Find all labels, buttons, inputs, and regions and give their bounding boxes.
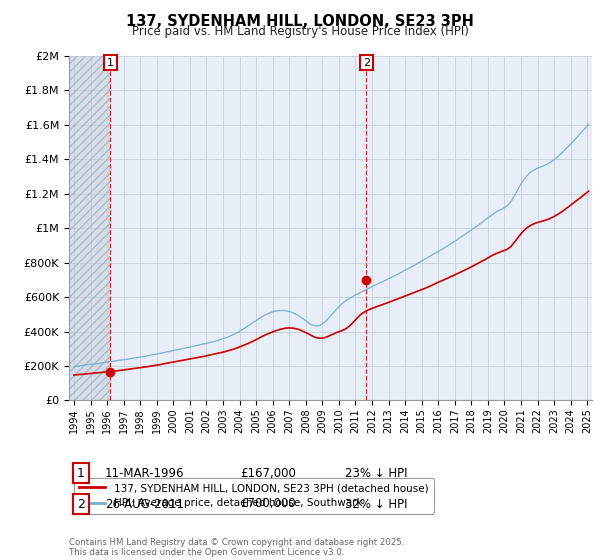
Text: 32% ↓ HPI: 32% ↓ HPI: [345, 497, 407, 511]
Text: 11-MAR-1996: 11-MAR-1996: [105, 466, 185, 480]
Bar: [69, 56, 110, 400]
Text: £700,000: £700,000: [240, 497, 296, 511]
Text: 2: 2: [362, 58, 370, 68]
Text: Contains HM Land Registry data © Crown copyright and database right 2025.
This d: Contains HM Land Registry data © Crown c…: [69, 538, 404, 557]
Text: 1: 1: [77, 466, 85, 480]
Bar: [69, 56, 110, 400]
Text: 2: 2: [77, 497, 85, 511]
Text: 137, SYDENHAM HILL, LONDON, SE23 3PH: 137, SYDENHAM HILL, LONDON, SE23 3PH: [126, 14, 474, 29]
Text: £167,000: £167,000: [240, 466, 296, 480]
Text: 26-AUG-2011: 26-AUG-2011: [105, 497, 184, 511]
Text: Price paid vs. HM Land Registry's House Price Index (HPI): Price paid vs. HM Land Registry's House …: [131, 25, 469, 38]
Legend: 137, SYDENHAM HILL, LONDON, SE23 3PH (detached house), HPI: Average price, detac: 137, SYDENHAM HILL, LONDON, SE23 3PH (de…: [74, 478, 434, 514]
Text: 1: 1: [107, 58, 114, 68]
Text: 23% ↓ HPI: 23% ↓ HPI: [345, 466, 407, 480]
